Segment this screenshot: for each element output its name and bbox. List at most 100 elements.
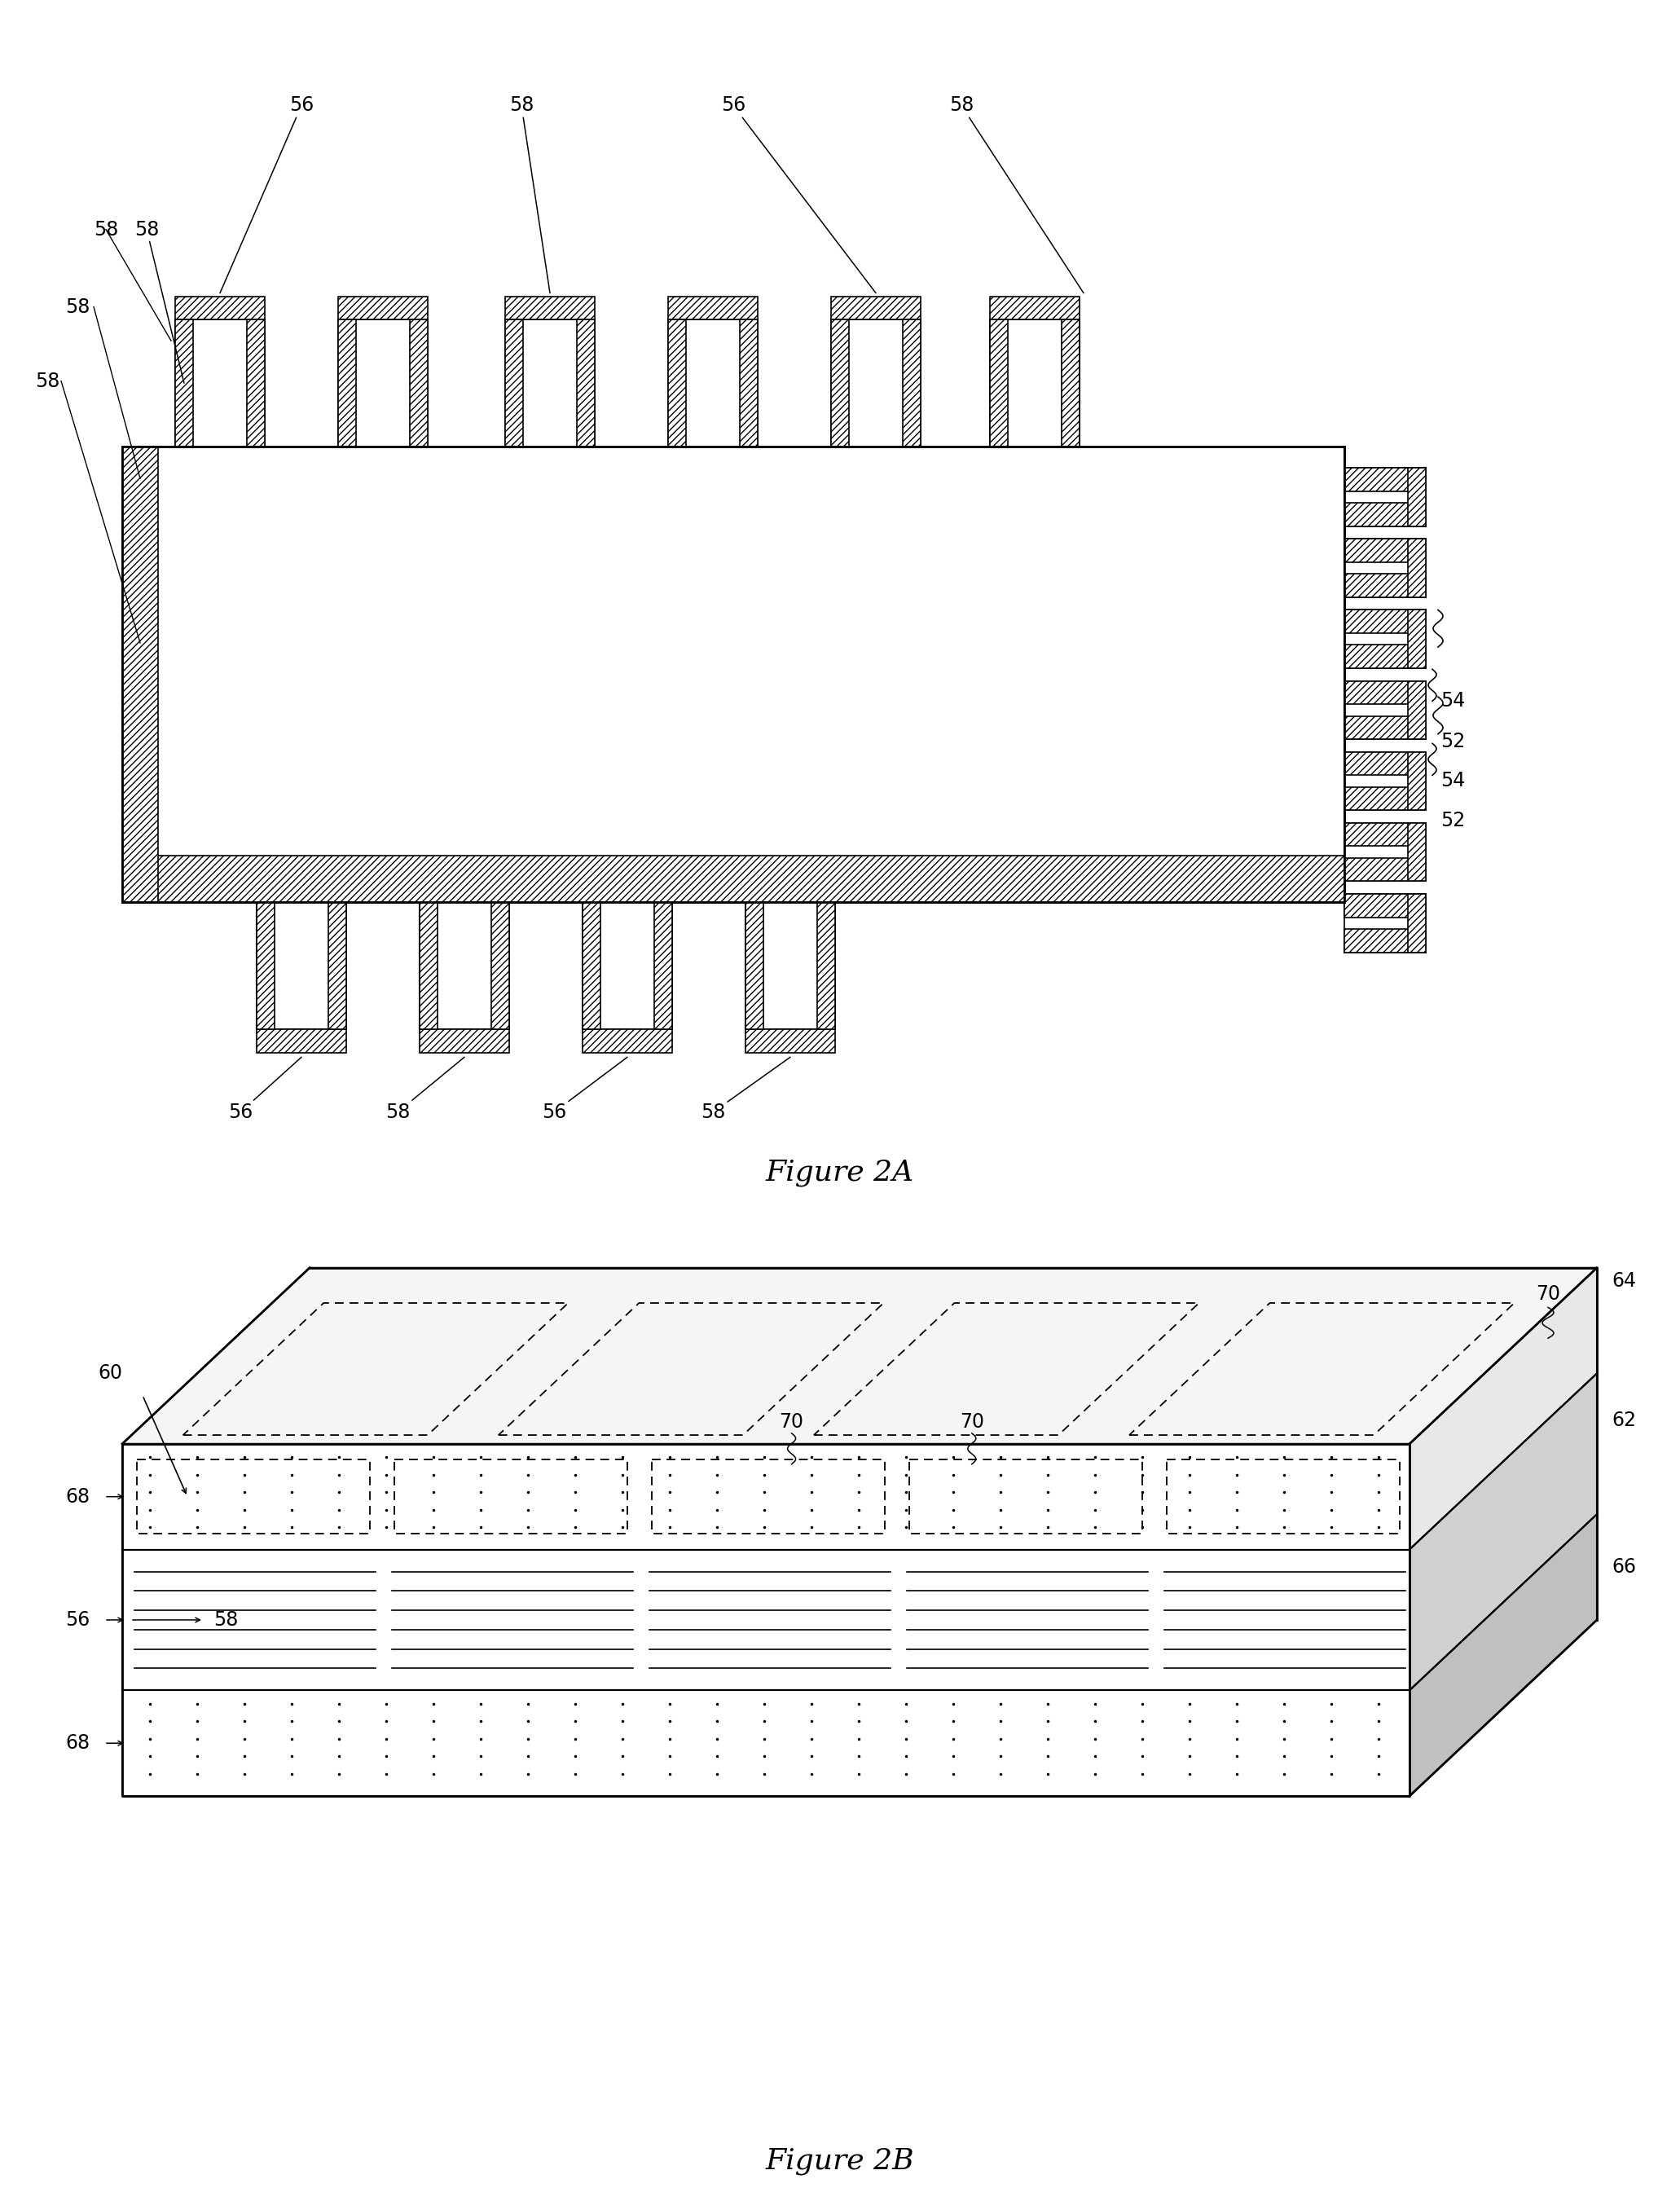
Bar (1344, 823, 1426, 845)
Bar (1344, 574, 1426, 596)
Bar (902, 319, 921, 447)
Bar (990, 319, 1008, 447)
Text: 52: 52 (1440, 810, 1465, 830)
Bar (1344, 858, 1426, 880)
Text: 56: 56 (228, 1056, 301, 1123)
Text: 58: 58 (66, 297, 89, 317)
Bar (1344, 680, 1426, 704)
Bar (990, 297, 1080, 319)
Bar (816, 902, 835, 1030)
Bar (739, 319, 758, 447)
Bar (576, 319, 595, 447)
Bar (175, 319, 265, 447)
Bar (1344, 715, 1426, 740)
Bar (746, 902, 835, 1030)
Bar (338, 319, 428, 447)
Bar (1344, 894, 1426, 918)
Bar (1062, 319, 1080, 447)
Bar (1344, 753, 1426, 810)
Text: 56: 56 (66, 1611, 89, 1629)
Text: 58: 58 (701, 1056, 790, 1123)
Polygon shape (123, 1268, 1598, 1444)
Text: 52: 52 (1440, 731, 1465, 751)
Text: 70: 70 (1536, 1285, 1561, 1303)
Bar (1344, 680, 1426, 740)
Bar (1344, 610, 1426, 669)
Bar (1344, 645, 1426, 669)
Text: Figure 2A: Figure 2A (766, 1158, 914, 1186)
Text: 60: 60 (97, 1365, 123, 1382)
Bar (832, 319, 848, 447)
Bar (1344, 539, 1426, 561)
Bar (1344, 610, 1426, 634)
Bar (1344, 929, 1426, 953)
Bar (506, 319, 522, 447)
Bar (257, 902, 274, 1030)
Bar (669, 319, 758, 447)
Bar (506, 319, 595, 447)
Bar (175, 297, 265, 319)
Bar (338, 297, 428, 319)
Bar (123, 1690, 1410, 1796)
Bar (669, 319, 685, 447)
Bar (257, 902, 346, 1030)
Bar (247, 319, 265, 447)
Bar (491, 902, 509, 1030)
Polygon shape (1410, 1514, 1598, 1796)
Bar (420, 902, 509, 1030)
Bar (1408, 539, 1426, 596)
Bar (583, 902, 672, 1030)
Bar (1344, 753, 1426, 775)
Bar (654, 902, 672, 1030)
Bar (1408, 680, 1426, 740)
Bar (257, 1030, 346, 1052)
Bar (1344, 894, 1426, 953)
Text: 58: 58 (134, 220, 185, 383)
Bar (420, 1030, 509, 1052)
Bar (746, 902, 763, 1030)
Bar (1344, 502, 1426, 526)
Text: 70: 70 (780, 1413, 803, 1431)
Bar (1344, 539, 1426, 596)
Bar (410, 319, 428, 447)
Bar (1408, 894, 1426, 953)
Bar (123, 447, 1344, 902)
Text: 68: 68 (66, 1488, 89, 1505)
Text: 58: 58 (35, 372, 59, 392)
Bar (338, 319, 356, 447)
Bar (1408, 753, 1426, 810)
Bar (175, 319, 193, 447)
Text: 58: 58 (509, 95, 549, 293)
Bar (1408, 823, 1426, 880)
Bar (1408, 610, 1426, 669)
Text: 56: 56 (721, 95, 875, 293)
Text: 70: 70 (959, 1413, 984, 1431)
Bar (746, 1030, 835, 1052)
Bar (123, 856, 1344, 902)
Bar (1344, 788, 1426, 810)
Text: Figure 2B: Figure 2B (766, 2148, 914, 2175)
Text: 66: 66 (1611, 1558, 1636, 1576)
Bar (832, 319, 921, 447)
Bar (990, 319, 1080, 447)
Bar (123, 1444, 1410, 1550)
Bar (420, 902, 437, 1030)
Bar (583, 902, 600, 1030)
Text: 54: 54 (1440, 691, 1465, 711)
Bar (583, 1030, 672, 1052)
Bar (123, 1550, 1410, 1690)
Text: 56: 56 (541, 1056, 627, 1123)
Bar (832, 297, 921, 319)
Polygon shape (1410, 1268, 1598, 1550)
Bar (1344, 469, 1426, 491)
Text: 54: 54 (1440, 770, 1465, 790)
Text: 58: 58 (949, 95, 1084, 293)
Bar (506, 297, 595, 319)
Text: 56: 56 (220, 95, 314, 293)
Text: 58: 58 (213, 1611, 239, 1629)
Bar (328, 902, 346, 1030)
Text: 62: 62 (1611, 1411, 1636, 1431)
Text: 58: 58 (385, 1056, 464, 1123)
Bar (669, 297, 758, 319)
Bar (1344, 823, 1426, 880)
